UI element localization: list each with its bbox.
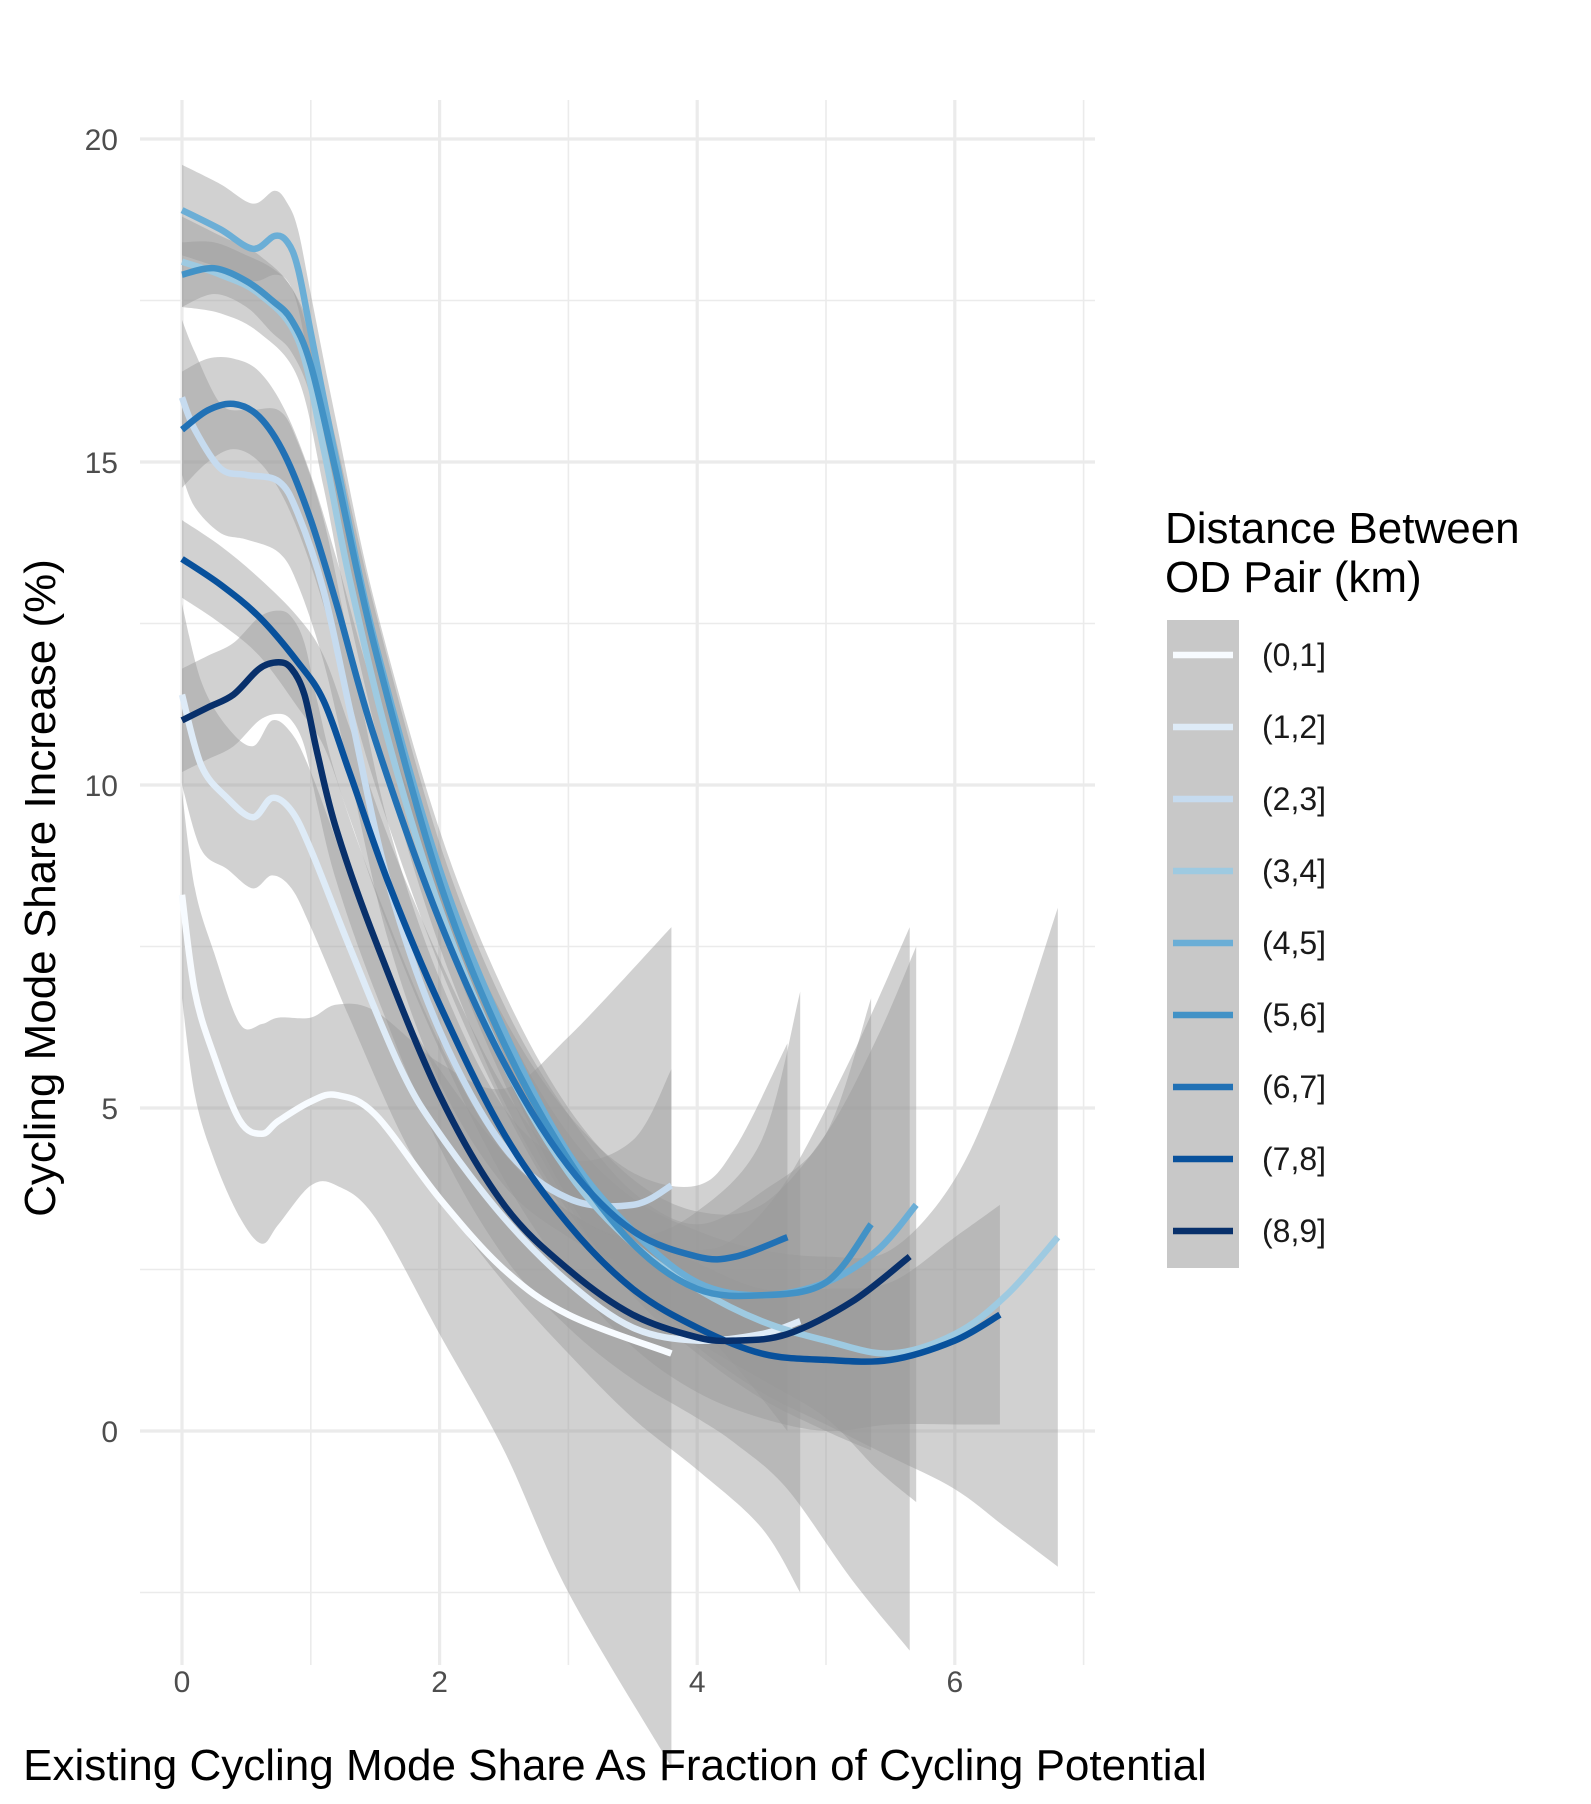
x-axis-ticks: 0 2 4 6 xyxy=(174,1666,963,1699)
legend-label-2: (1,2] xyxy=(1262,709,1326,745)
legend-label-9: (8,9] xyxy=(1262,1213,1326,1249)
y-tick-label: 20 xyxy=(85,124,118,157)
legend-title-line-2: OD Pair (km) xyxy=(1165,553,1422,602)
legend-label-4: (3,4] xyxy=(1262,853,1326,889)
series-lines xyxy=(178,207,1061,1365)
line-series-9 xyxy=(180,659,912,1345)
line-series-7 xyxy=(179,400,789,1263)
legend-title-line-1: Distance Between xyxy=(1165,504,1520,553)
x-axis-title: Existing Cycling Mode Share As Fraction … xyxy=(23,1741,1207,1790)
ribbon-series-9 xyxy=(182,610,910,1651)
line-series-2 xyxy=(178,693,802,1344)
legend: Distance Between OD Pair (km) (0,1] (1,2]… xyxy=(1165,504,1520,1268)
y-tick-label: 15 xyxy=(85,447,118,480)
line-series-3 xyxy=(178,396,674,1210)
y-tick-label: 0 xyxy=(101,1416,118,1449)
legend-label-7: (6,7] xyxy=(1262,1069,1326,1105)
y-axis-ticks: 0 5 10 15 20 xyxy=(85,124,118,1449)
ribbon-series-4 xyxy=(182,216,1058,1567)
y-tick-label: 10 xyxy=(85,770,118,803)
legend-items: (0,1] (1,2] (2,3] (3,4] (4,5] (5,6] (6,7] (7,8]… xyxy=(1173,637,1326,1249)
y-axis-title: Cycling Mode Share Increase (%) xyxy=(16,559,65,1217)
legend-label-6: (5,6] xyxy=(1262,997,1326,1033)
ribbon-series-3 xyxy=(182,319,672,1302)
legend-label-5: (4,5] xyxy=(1262,925,1326,961)
legend-label-8: (7,8] xyxy=(1262,1141,1326,1177)
x-tick-label: 4 xyxy=(689,1666,706,1699)
line-series-6 xyxy=(181,264,874,1300)
legend-label-1: (0,1] xyxy=(1262,637,1326,673)
ribbon-series-1 xyxy=(182,791,672,1767)
ribbon-series-5 xyxy=(182,164,917,1503)
x-tick-label: 6 xyxy=(946,1666,963,1699)
line-series-8 xyxy=(180,556,1002,1365)
legend-label-3: (2,3] xyxy=(1262,781,1326,817)
x-tick-label: 0 xyxy=(174,1666,191,1699)
line-series-1 xyxy=(178,894,673,1357)
y-tick-label: 5 xyxy=(101,1093,118,1126)
plot-panel xyxy=(140,100,1095,1665)
x-tick-label: 2 xyxy=(431,1666,448,1699)
